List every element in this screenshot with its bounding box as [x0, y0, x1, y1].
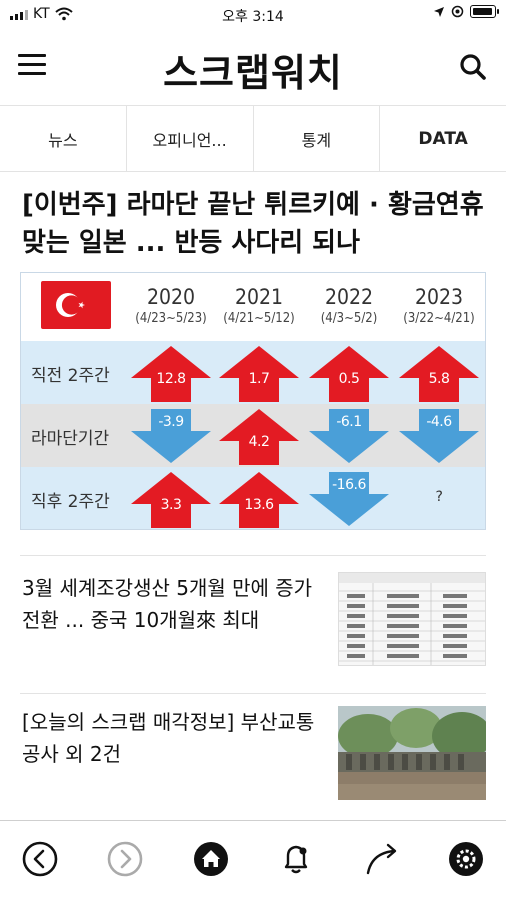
tab-statistics[interactable]: 통계: [254, 106, 381, 171]
wifi-icon: [54, 7, 73, 21]
turkey-flag-icon: [41, 281, 111, 329]
search-icon: [460, 54, 486, 80]
tab-news[interactable]: 뉴스: [0, 106, 127, 171]
signal-icon: [10, 8, 28, 20]
change-arrow-up: [131, 345, 211, 402]
change-value-label: -16.6: [332, 476, 366, 493]
year-label: 2020: [146, 285, 196, 309]
notification-button[interactable]: [276, 839, 316, 879]
year-label: 2023: [414, 285, 464, 309]
change-value-label: 5.8: [428, 370, 450, 387]
year-column-2022: 2022 (4/3~5/2): [301, 285, 397, 326]
year-label: 2021: [234, 285, 284, 309]
change-value-label: ?: [435, 488, 443, 505]
battery-icon: [470, 5, 499, 18]
home-icon: [194, 842, 228, 876]
change-arrow-up: [309, 345, 389, 402]
alarm-icon: [451, 5, 464, 18]
change-value-label: -3.9: [158, 413, 184, 430]
app-logo[interactable]: 스크랩워치: [163, 51, 343, 95]
status-time: 오후 3:14: [222, 9, 284, 25]
change-value-label: 3.3: [160, 496, 182, 513]
change-arrow-down: [309, 408, 389, 463]
article-title: 3월 세계조강생산 5개월 만에 증가 전환 ... 중국 10개월來 최대: [22, 576, 313, 632]
change-arrow-up: [219, 345, 299, 402]
forward-icon: [107, 841, 143, 877]
row-label-before: 직전 2주간: [31, 366, 110, 386]
change-arrow-up: [131, 471, 211, 528]
tab-data[interactable]: DATA: [418, 128, 468, 149]
change-value-label: 1.7: [248, 370, 270, 387]
settings-icon: [449, 842, 483, 876]
category-tabs: 뉴스 오피니언... 통계 DATA: [0, 106, 506, 172]
change-value-label: 4.2: [248, 433, 270, 450]
date-range-label: (4/23~5/23): [135, 311, 207, 326]
date-range-label: (3/22~4/21): [403, 311, 475, 326]
article-item-steel-production[interactable]: 3월 세계조강생산 5개월 만에 증가 전환 ... 중국 10개월來 최대: [0, 566, 506, 692]
article-thumbnail-table: [338, 572, 486, 666]
change-arrow-down: [399, 408, 479, 463]
article-item-scrap-sale[interactable]: [오늘의 스크랩 매각정보] 부산교통공사 외 2건: [0, 700, 506, 806]
status-left: KT: [10, 6, 73, 22]
change-arrow-up: [219, 471, 299, 528]
share-icon: [366, 843, 397, 875]
change-arrow-down: [309, 471, 389, 526]
carrier-label: KT: [33, 6, 50, 22]
settings-button[interactable]: [446, 839, 486, 879]
list-divider: [20, 555, 486, 556]
app-header: 스크랩워치: [0, 30, 506, 106]
bottom-navigation-bar: [0, 820, 506, 900]
status-right: [433, 5, 499, 18]
bell-icon: [284, 845, 308, 874]
change-arrow-up: [219, 408, 299, 465]
change-arrow-down: [131, 408, 211, 463]
date-range-label: (4/3~5/2): [320, 311, 378, 326]
row-label-after: 직후 2주간: [31, 492, 110, 512]
home-button[interactable]: [191, 839, 231, 879]
tab-opinion[interactable]: 오피니언...: [127, 106, 254, 171]
change-value-label: -6.1: [336, 413, 362, 430]
year-column-2021: 2021 (4/21~5/12): [211, 285, 307, 326]
change-value-label: 12.8: [156, 370, 186, 387]
article-title: [오늘의 스크랩 매각정보] 부산교통공사 외 2건: [22, 710, 315, 766]
headline-infographic[interactable]: 2020 (4/23~5/23) 2021 (4/21~5/12) 2022 (…: [20, 272, 486, 530]
back-button[interactable]: [20, 839, 60, 879]
year-column-2023: 2023 (3/22~4/21): [391, 285, 485, 326]
location-icon: [434, 6, 444, 17]
status-bar: KT 오후 3:14: [0, 0, 506, 30]
year-label: 2022: [324, 285, 374, 309]
infographic-header-row: 2020 (4/23~5/23) 2021 (4/21~5/12) 2022 (…: [21, 273, 485, 341]
change-value-label: 13.6: [244, 496, 274, 513]
change-arrow-up: [399, 345, 479, 402]
hamburger-menu-button[interactable]: [18, 54, 46, 78]
headline-article-title[interactable]: [이번주] 라마단 끝난 튀르키예 · 황금연휴 맞는 일본 ... 반등 사다…: [22, 190, 484, 258]
change-value-label: -4.6: [426, 413, 452, 430]
share-button[interactable]: [362, 839, 402, 879]
change-value-label: 0.5: [338, 370, 360, 387]
forward-button[interactable]: [105, 839, 145, 879]
row-label-ramadan: 라마단기간: [31, 429, 110, 449]
article-thumbnail-photo: [338, 706, 486, 800]
year-column-2020: 2020 (4/23~5/23): [123, 285, 219, 326]
search-button[interactable]: [458, 52, 488, 82]
list-divider: [20, 693, 486, 694]
date-range-label: (4/21~5/12): [223, 311, 295, 326]
back-icon: [22, 841, 58, 877]
